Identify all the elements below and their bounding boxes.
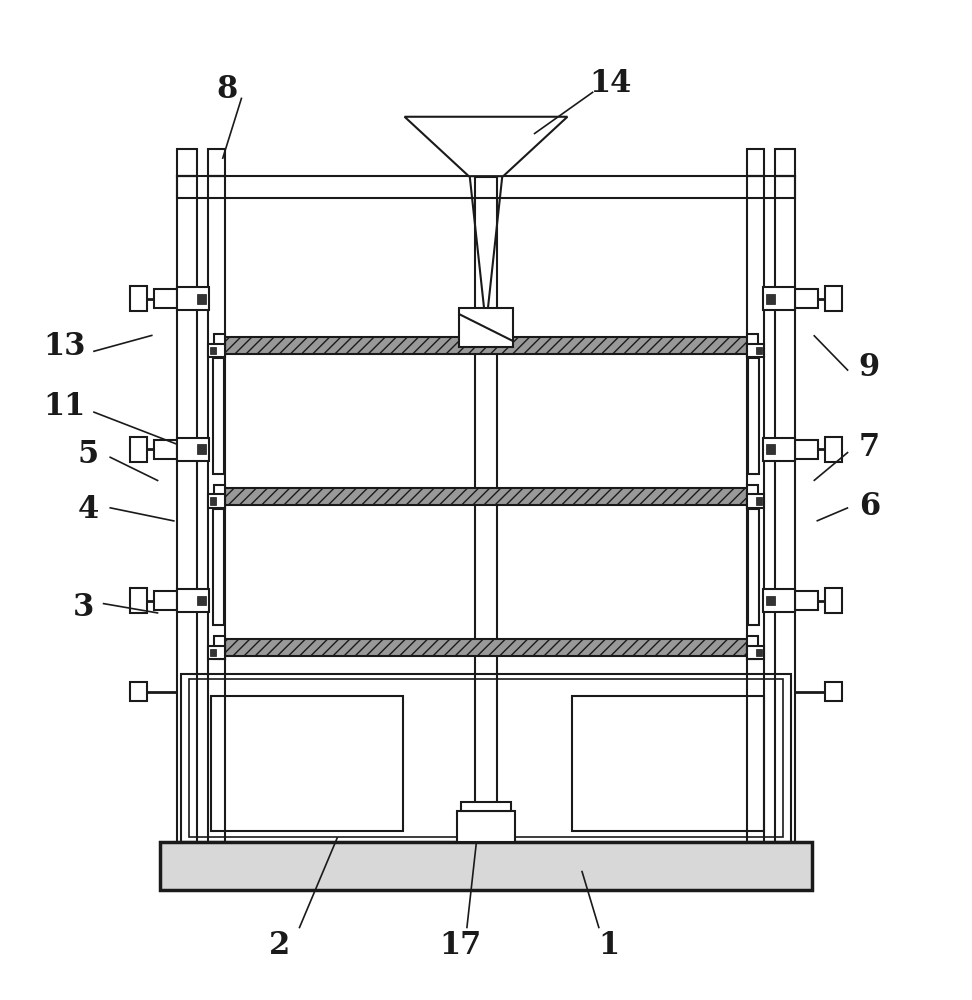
Bar bbox=[208, 494, 226, 508]
Bar bbox=[794, 591, 818, 610]
Bar bbox=[746, 334, 758, 357]
Polygon shape bbox=[404, 117, 568, 176]
Bar bbox=[459, 308, 513, 347]
Bar bbox=[226, 639, 746, 656]
Bar bbox=[763, 287, 794, 310]
Text: 4: 4 bbox=[78, 494, 99, 525]
Bar bbox=[213, 358, 225, 474]
Bar bbox=[746, 494, 764, 508]
Bar bbox=[776, 176, 794, 842]
Bar bbox=[825, 588, 843, 613]
Bar bbox=[756, 347, 762, 354]
Bar bbox=[214, 636, 226, 659]
Bar bbox=[756, 649, 762, 656]
Bar bbox=[178, 149, 196, 176]
Bar bbox=[210, 649, 216, 656]
Text: 9: 9 bbox=[858, 352, 880, 383]
Bar bbox=[766, 294, 776, 304]
Bar bbox=[746, 646, 764, 659]
Bar bbox=[746, 344, 764, 357]
Bar bbox=[747, 358, 759, 474]
Bar bbox=[196, 294, 206, 304]
Bar bbox=[208, 646, 226, 659]
Bar bbox=[129, 286, 147, 311]
Bar bbox=[573, 696, 764, 831]
Bar bbox=[226, 488, 746, 505]
Bar bbox=[825, 682, 843, 701]
Text: 2: 2 bbox=[269, 930, 291, 961]
Bar bbox=[766, 444, 776, 454]
Bar bbox=[210, 497, 216, 505]
Bar bbox=[178, 438, 209, 461]
Bar bbox=[226, 337, 746, 354]
Bar bbox=[208, 176, 226, 842]
Bar bbox=[154, 591, 178, 610]
Bar bbox=[746, 176, 764, 842]
Bar bbox=[129, 437, 147, 462]
Bar bbox=[178, 287, 209, 310]
Bar bbox=[461, 802, 511, 811]
Text: 7: 7 bbox=[858, 432, 880, 463]
Bar bbox=[160, 842, 812, 890]
Text: 6: 6 bbox=[858, 491, 880, 522]
Bar bbox=[178, 589, 209, 612]
Bar bbox=[214, 485, 226, 508]
Bar bbox=[746, 149, 764, 176]
Bar bbox=[178, 176, 794, 198]
Bar bbox=[746, 636, 758, 659]
Bar bbox=[154, 289, 178, 308]
Bar bbox=[474, 177, 498, 811]
Bar bbox=[196, 444, 206, 454]
Bar bbox=[766, 596, 776, 605]
Bar bbox=[794, 440, 818, 459]
Text: 3: 3 bbox=[73, 592, 94, 623]
Bar bbox=[129, 682, 147, 701]
Text: 1: 1 bbox=[598, 930, 619, 961]
Bar bbox=[213, 509, 225, 625]
Bar bbox=[763, 438, 794, 461]
Bar bbox=[196, 596, 206, 605]
Bar bbox=[211, 696, 402, 831]
Bar bbox=[182, 674, 790, 842]
Bar bbox=[747, 509, 759, 625]
Bar bbox=[208, 344, 226, 357]
Bar bbox=[208, 149, 226, 176]
Bar bbox=[756, 497, 762, 505]
Text: 14: 14 bbox=[589, 68, 632, 99]
Text: 11: 11 bbox=[44, 391, 86, 422]
Text: 13: 13 bbox=[43, 331, 86, 362]
Bar bbox=[825, 286, 843, 311]
Bar bbox=[129, 588, 147, 613]
Text: 17: 17 bbox=[439, 930, 481, 961]
Bar bbox=[825, 437, 843, 462]
Bar bbox=[214, 334, 226, 357]
Bar bbox=[746, 485, 758, 508]
Bar bbox=[776, 149, 794, 176]
Bar bbox=[210, 347, 216, 354]
Bar bbox=[178, 176, 196, 842]
Bar bbox=[457, 811, 515, 842]
Text: 8: 8 bbox=[217, 74, 238, 105]
Bar bbox=[189, 679, 783, 837]
Bar bbox=[763, 589, 794, 612]
Bar bbox=[794, 289, 818, 308]
Text: 5: 5 bbox=[78, 439, 99, 470]
Bar bbox=[154, 440, 178, 459]
